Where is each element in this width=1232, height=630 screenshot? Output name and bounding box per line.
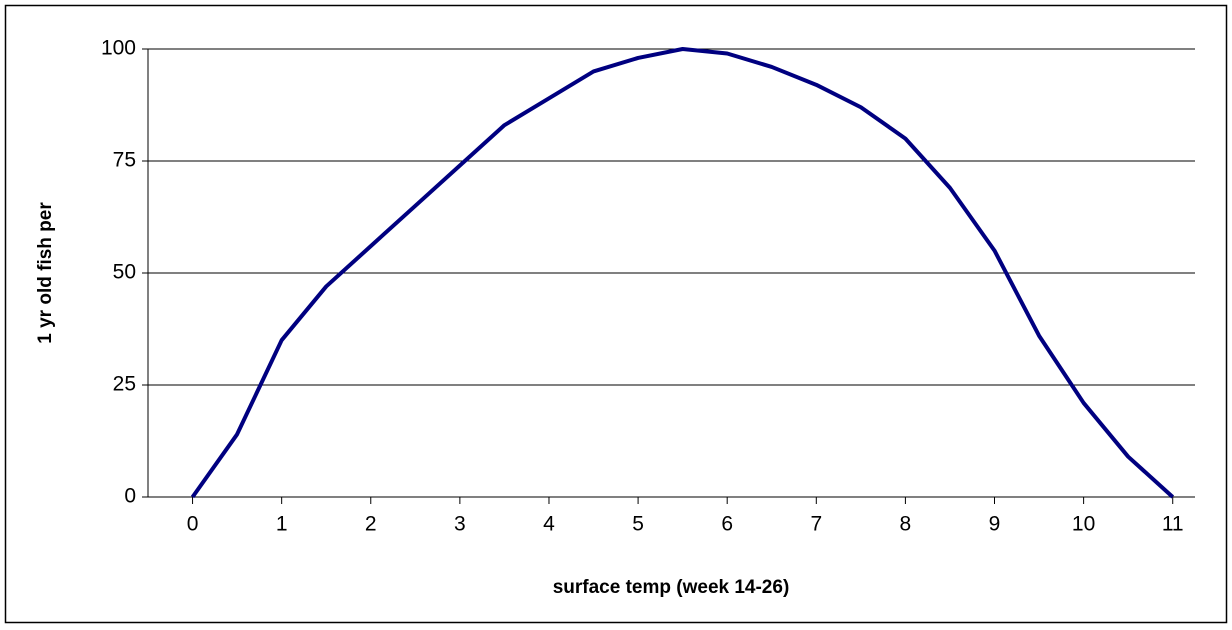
x-tick-label: 10	[1072, 513, 1095, 536]
x-tick-label: 6	[721, 513, 733, 536]
y-tick-label: 100	[101, 37, 136, 60]
x-tick-label: 4	[543, 513, 555, 536]
y-tick-label: 25	[113, 373, 136, 396]
x-tick-label: 8	[900, 513, 912, 536]
x-tick-label: 2	[365, 513, 377, 536]
x-tick-label: 1	[276, 513, 288, 536]
chart-frame	[4, 4, 1228, 624]
y-axis-title: 1 yr old fish per	[35, 202, 56, 344]
x-tick-label: 0	[187, 513, 199, 536]
x-tick-label: 9	[989, 513, 1001, 536]
y-tick-label: 50	[113, 261, 136, 284]
x-tick-label: 7	[810, 513, 822, 536]
y-tick-label: 75	[113, 149, 136, 172]
x-tick-label: 5	[632, 513, 644, 536]
x-tick-label: 3	[454, 513, 466, 536]
x-axis-title: surface temp (week 14-26)	[553, 577, 790, 598]
data-line	[190, 47, 1175, 499]
y-tick-label: 0	[124, 485, 136, 508]
x-tick-label: 11	[1162, 513, 1184, 536]
